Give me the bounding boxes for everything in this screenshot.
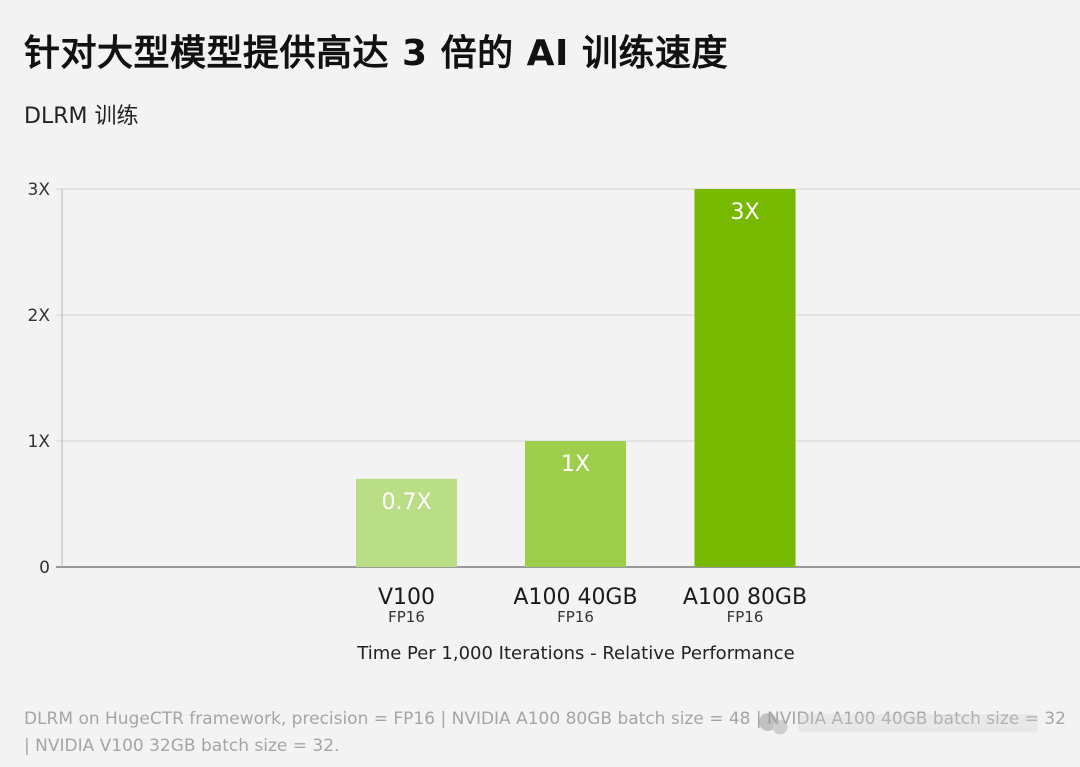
x-tick-label: V100 bbox=[378, 585, 435, 610]
y-tick-label: 3X bbox=[28, 180, 51, 200]
x-tick-label: A100 80GB bbox=[683, 585, 807, 610]
x-tick-label: A100 40GB bbox=[513, 585, 637, 610]
bar bbox=[694, 189, 796, 567]
x-tick-sublabel: FP16 bbox=[557, 608, 594, 626]
watermark-logo bbox=[754, 708, 1044, 738]
y-tick-label: 0 bbox=[39, 558, 50, 578]
chart-subtitle: DLRM 训练 bbox=[24, 104, 139, 129]
chart-title: 针对大型模型提供高达 3 倍的 AI 训练速度 bbox=[24, 33, 728, 74]
y-tick-label: 2X bbox=[28, 306, 51, 326]
x-tick-sublabel: FP16 bbox=[727, 608, 764, 626]
bar bbox=[356, 478, 457, 567]
x-axis-title: Time Per 1,000 Iterations - Relative Per… bbox=[356, 643, 794, 664]
x-tick-sublabel: FP16 bbox=[388, 608, 425, 626]
y-tick-label: 1X bbox=[28, 432, 51, 452]
data-label: 1X bbox=[561, 452, 590, 477]
data-label: 3X bbox=[730, 200, 759, 225]
chart-footnote: DLRM on HugeCTR framework, precision = F… bbox=[24, 709, 1066, 756]
bar bbox=[525, 441, 626, 567]
data-label: 0.7X bbox=[381, 490, 431, 515]
